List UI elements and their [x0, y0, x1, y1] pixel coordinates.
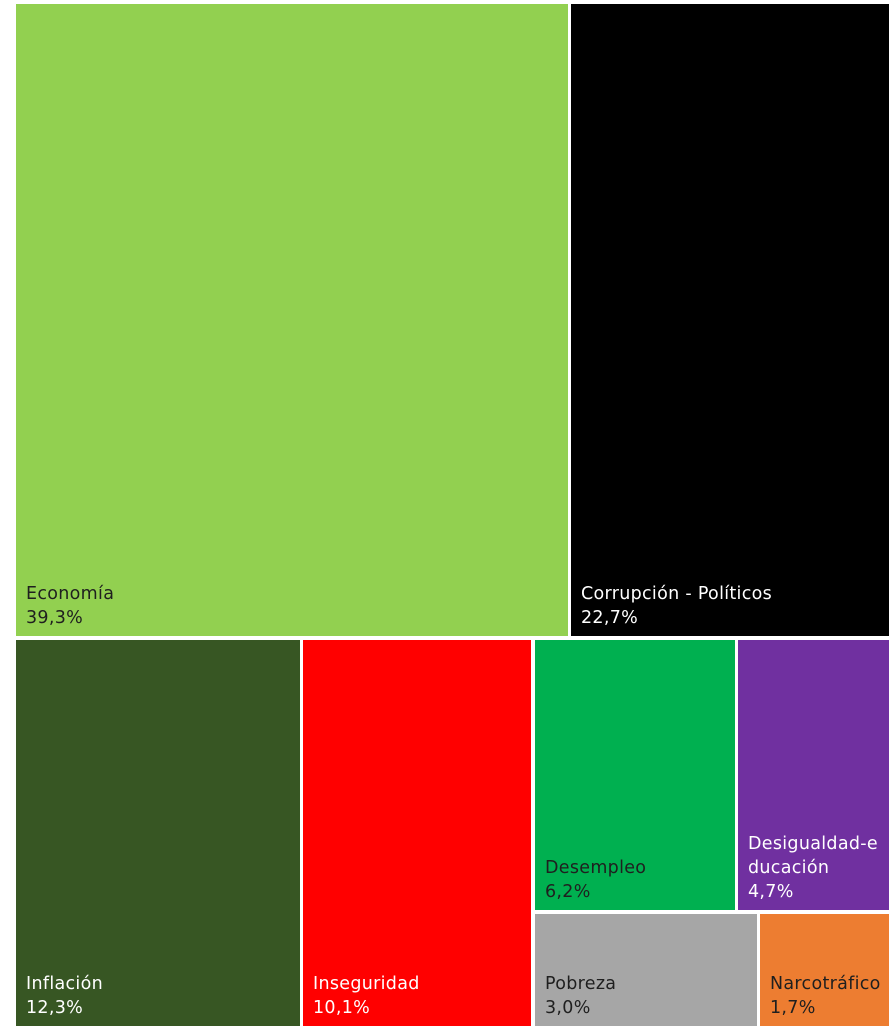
tile-text: Narcotráfico 1,7%	[770, 972, 883, 1020]
tile-text: Desempleo 6,2%	[545, 856, 729, 904]
tile-label-pobreza: Pobreza	[545, 974, 617, 994]
tile-label-desempleo: Desempleo	[545, 858, 647, 878]
tile-label-corrupcion-politicos: Corrupción - Políticos	[581, 584, 773, 604]
tile-text: Corrupción - Políticos 22,7%	[581, 582, 883, 630]
tile-label-economia: Economía	[26, 584, 115, 604]
tile-label-inflacion: Inflación	[26, 974, 103, 994]
tile-label-inseguridad: Inseguridad	[313, 974, 420, 994]
tile-value-narcotrafico: 1,7%	[770, 998, 816, 1018]
tile-value-inseguridad: 10,1%	[313, 998, 371, 1018]
tile-label-desigualdad-educacion: Desigualdad-educación	[748, 834, 878, 878]
tile-desempleo: Desempleo 6,2%	[535, 640, 735, 910]
tile-value-desigualdad-educacion: 4,7%	[748, 882, 794, 902]
tile-corrupcion-politicos: Corrupción - Políticos 22,7%	[571, 4, 889, 636]
tile-desigualdad-educacion: Desigualdad-educación 4,7%	[738, 640, 889, 910]
tile-label-narcotrafico: Narcotráfico	[770, 974, 881, 994]
tile-value-desempleo: 6,2%	[545, 882, 591, 902]
tile-narcotrafico: Narcotráfico 1,7%	[760, 914, 889, 1026]
tile-text: Inflación 12,3%	[26, 972, 294, 1020]
tile-text: Desigualdad-educación 4,7%	[748, 832, 883, 904]
tile-text: Inseguridad 10,1%	[313, 972, 525, 1020]
tile-pobreza: Pobreza 3,0%	[535, 914, 757, 1026]
tile-text: Pobreza 3,0%	[545, 972, 751, 1020]
tile-value-inflacion: 12,3%	[26, 998, 84, 1018]
tile-value-pobreza: 3,0%	[545, 998, 591, 1018]
tile-inflacion: Inflación 12,3%	[16, 640, 300, 1026]
tile-economia: Economía 39,3%	[16, 4, 568, 636]
tile-value-corrupcion-politicos: 22,7%	[581, 608, 639, 628]
tile-text: Economía 39,3%	[26, 582, 562, 630]
tile-inseguridad: Inseguridad 10,1%	[303, 640, 531, 1026]
tile-value-economia: 39,3%	[26, 608, 84, 628]
